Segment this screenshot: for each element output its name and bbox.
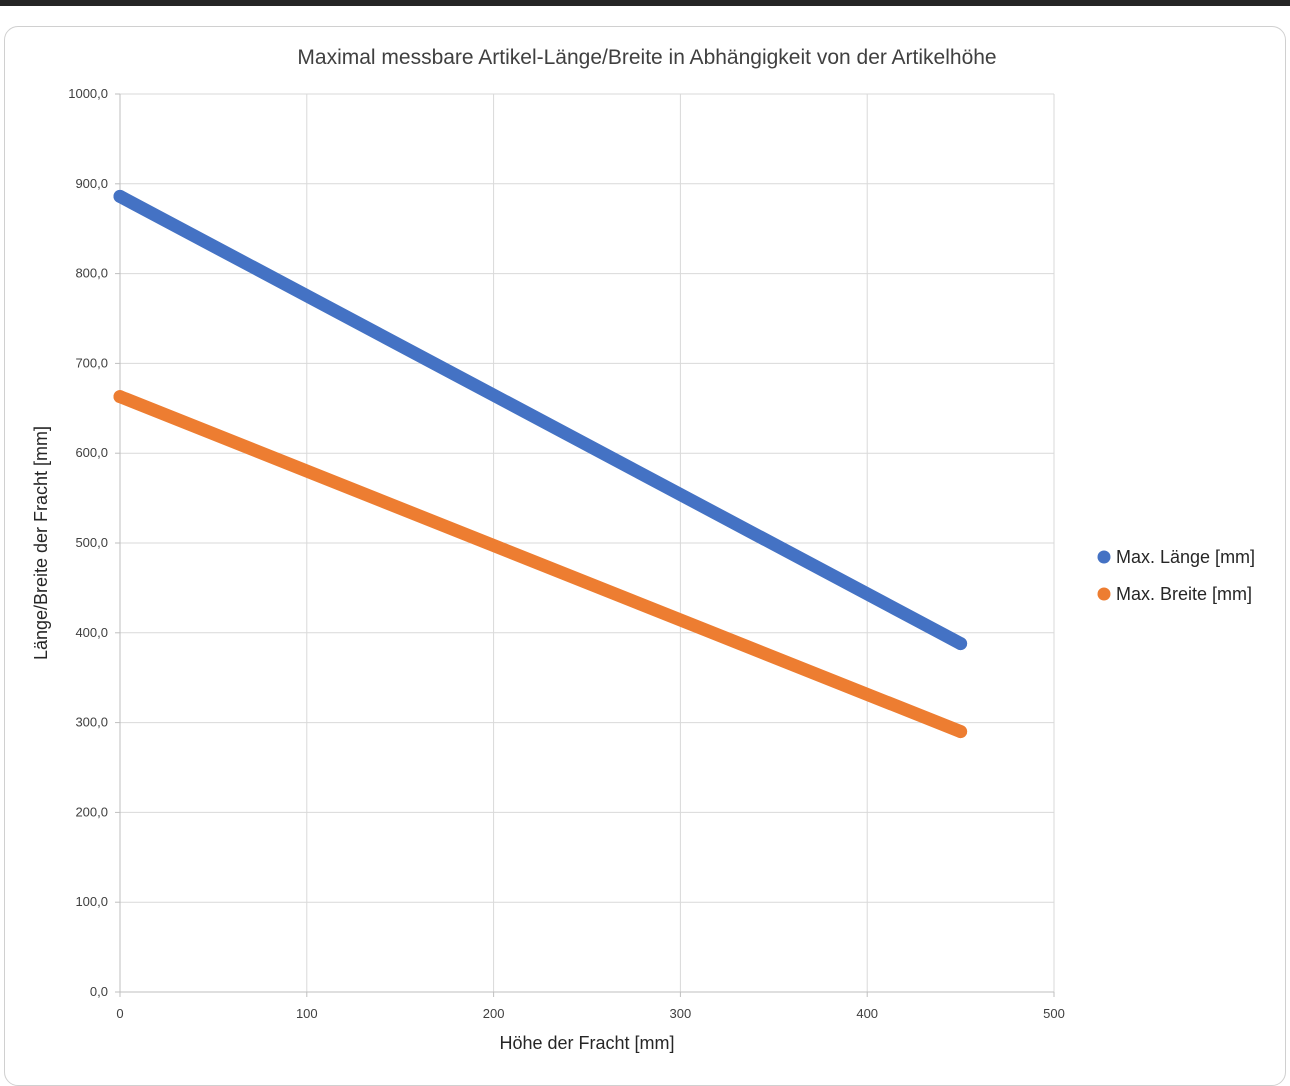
x-tick-label: 400 [856, 1006, 878, 1021]
grid-lines [119, 93, 1055, 993]
x-axis-title: Höhe der Fracht [mm] [499, 1033, 674, 1053]
series-2-point [113, 390, 127, 404]
legend-marker-1 [1097, 550, 1111, 564]
y-axis-title: Länge/Breite der Fracht [mm] [31, 426, 51, 660]
y-tick-label: 0,0 [90, 984, 108, 999]
series-2-point [954, 725, 968, 739]
y-tick-label: 400,0 [75, 625, 108, 640]
y-tick-label: 200,0 [75, 804, 108, 819]
y-tick-label: 600,0 [75, 445, 108, 460]
series-line-2 [113, 390, 968, 739]
x-tick-label: 300 [670, 1006, 692, 1021]
top-border-bar [0, 0, 1290, 6]
legend-label-1: Max. Länge [mm] [1116, 547, 1255, 567]
x-tick-label: 0 [116, 1006, 123, 1021]
series-1-point [113, 189, 127, 203]
x-tick-label: 200 [483, 1006, 505, 1021]
y-tick-label: 900,0 [75, 176, 108, 191]
series-group [113, 189, 968, 739]
legend-label-2: Max. Breite [mm] [1116, 584, 1252, 604]
legend: Max. Länge [mm] Max. Breite [mm] [1097, 547, 1255, 604]
y-tick-label: 100,0 [75, 894, 108, 909]
x-axis-ticks: 0 100 200 300 400 500 [116, 992, 1065, 1021]
y-tick-label: 700,0 [75, 355, 108, 370]
x-tick-label: 500 [1043, 1006, 1065, 1021]
y-tick-label: 800,0 [75, 266, 108, 281]
y-tick-label: 300,0 [75, 715, 108, 730]
series-line-1 [113, 189, 968, 651]
y-tick-label: 500,0 [75, 535, 108, 550]
legend-marker-2 [1097, 587, 1111, 601]
chart-frame [4, 26, 1286, 1086]
x-tick-label: 100 [296, 1006, 318, 1021]
y-axis-ticks: 0,0 100,0 200,0 300,0 400,0 500,0 600,0 700,0 80… [68, 86, 120, 999]
y-tick-label: 1000,0 [68, 86, 108, 101]
series-1-point [954, 637, 968, 651]
chart-title: Maximal messbare Artikel-Länge/Breite in… [297, 46, 996, 69]
